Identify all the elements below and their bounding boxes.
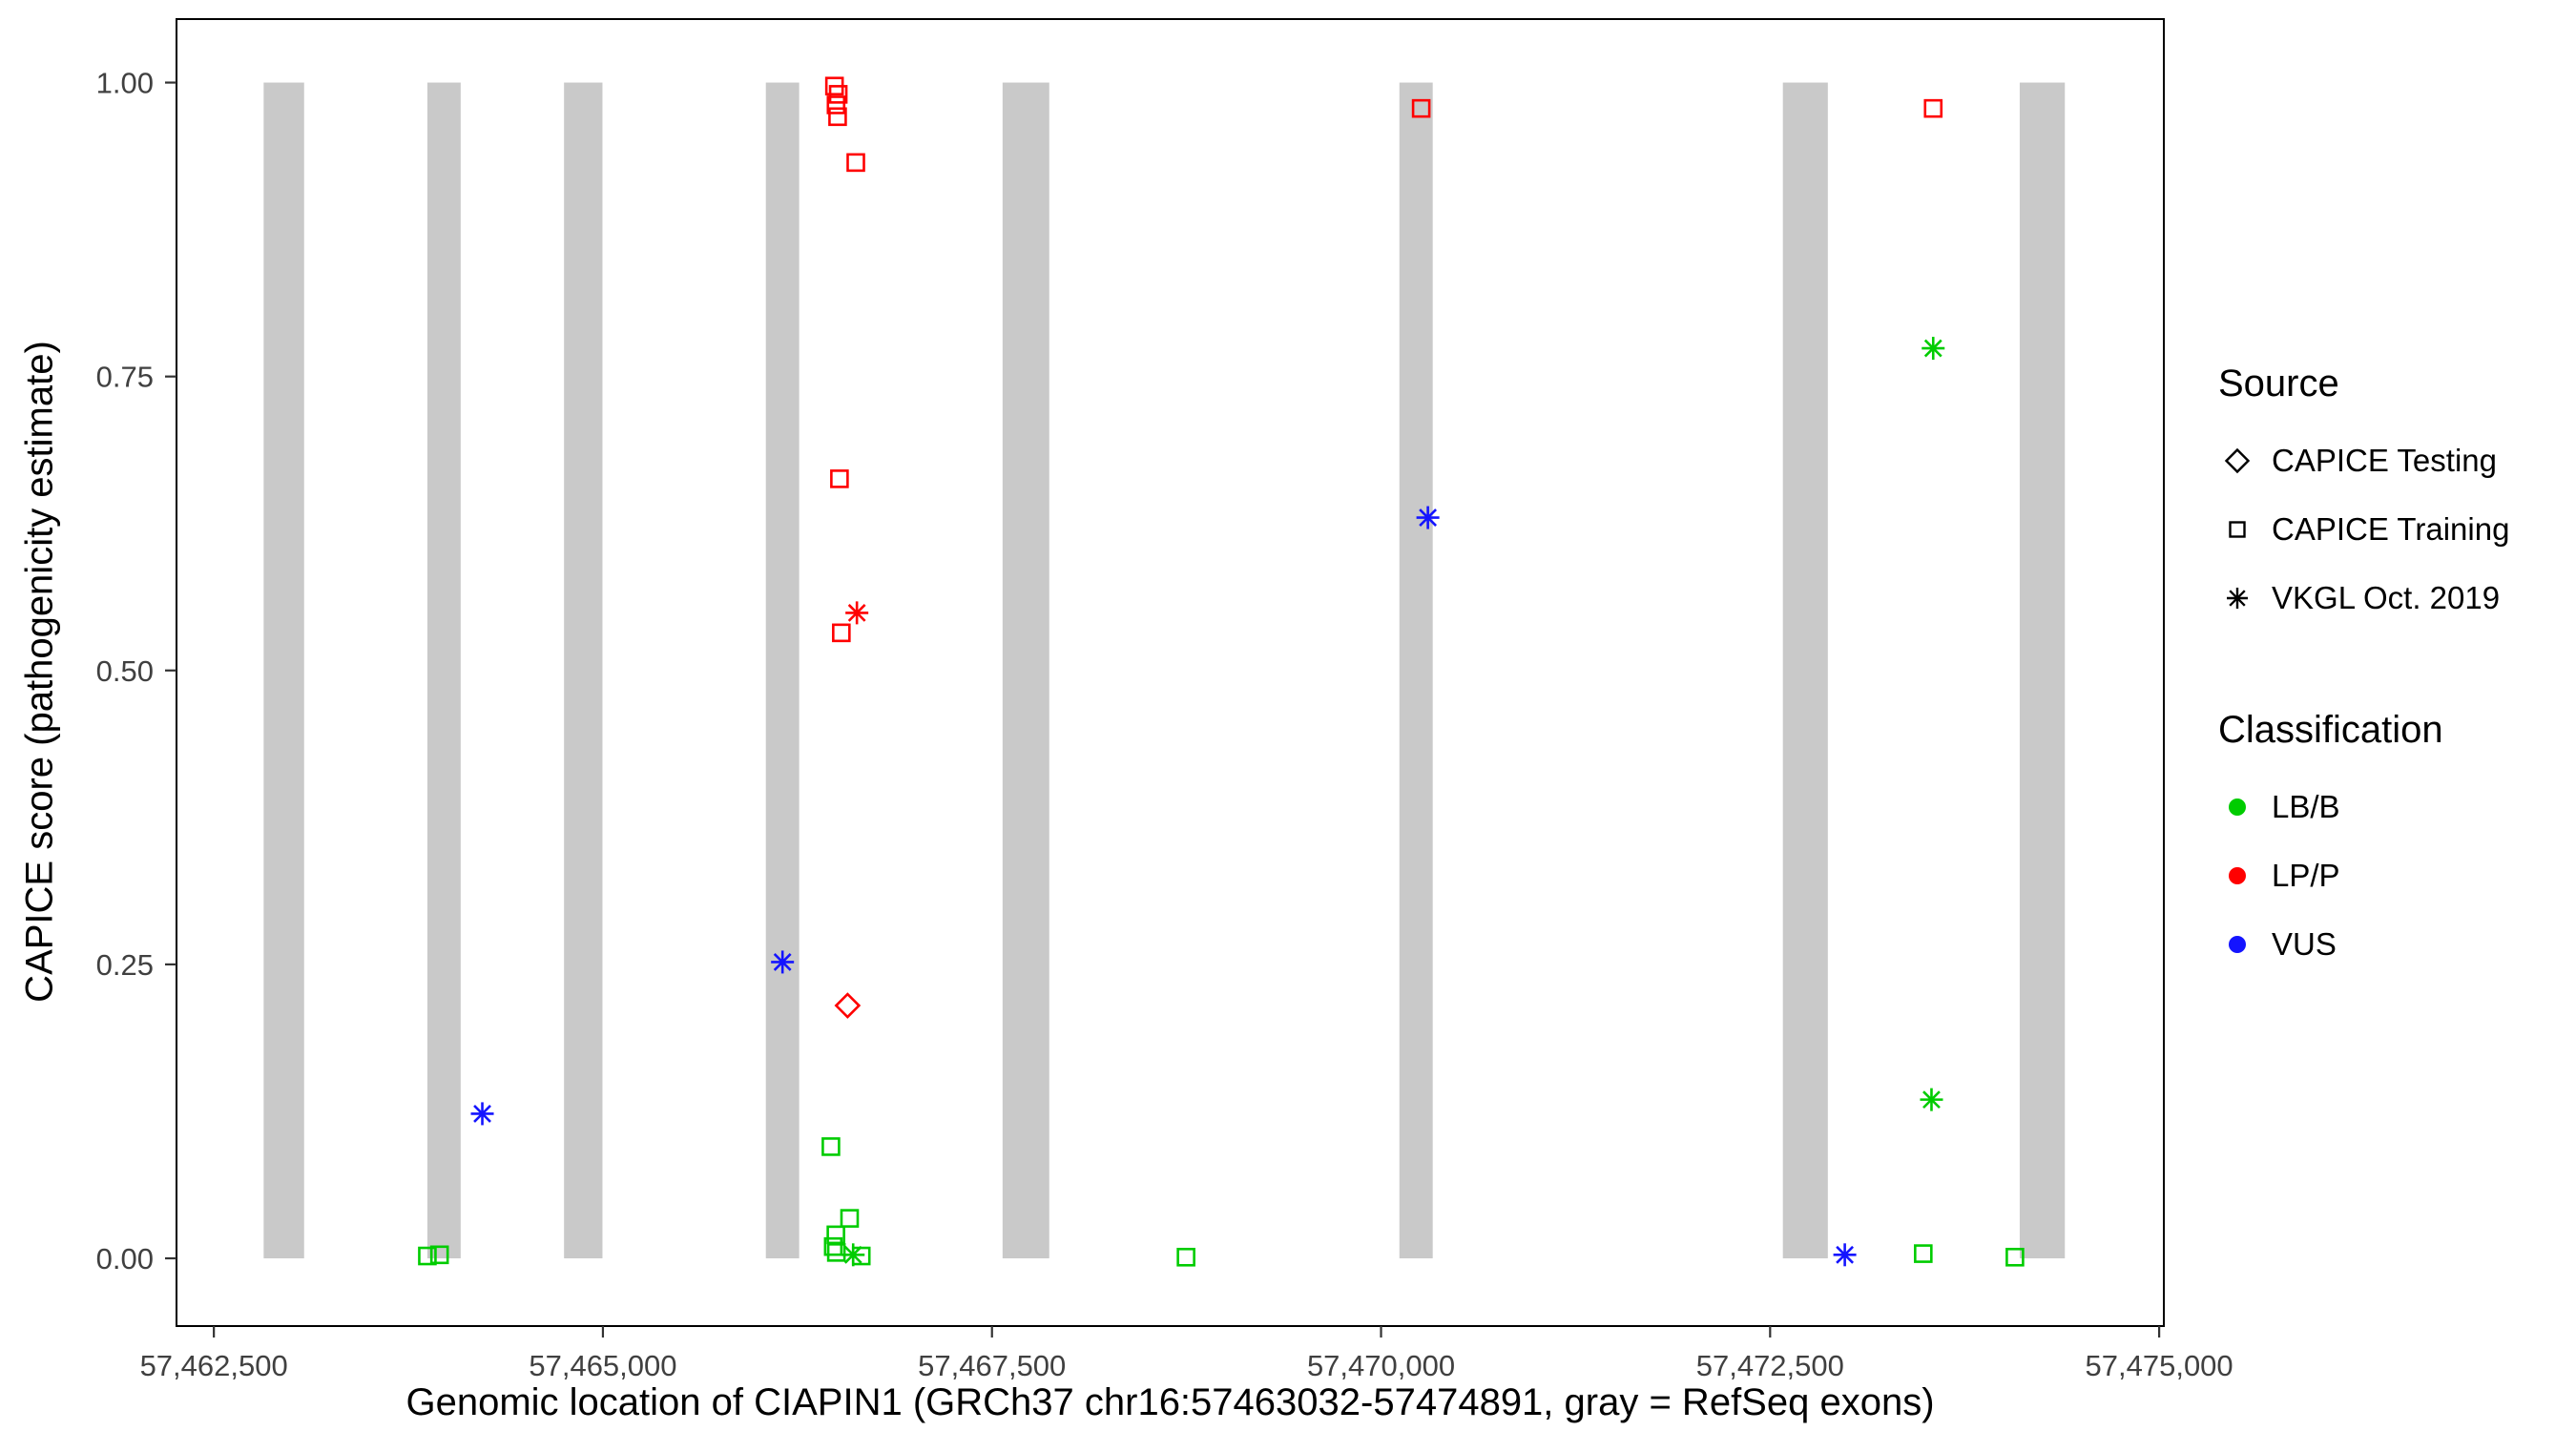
diamond-icon: [2218, 442, 2256, 480]
exon-bar: [263, 82, 304, 1259]
exon-bar: [426, 82, 461, 1259]
x-tick-label: 57,470,000: [1307, 1349, 1455, 1382]
data-point-diamond: [834, 992, 862, 1019]
x-tick-label: 57,465,000: [529, 1349, 676, 1382]
y-tick-label: 0.00: [96, 1242, 154, 1275]
data-point-asterisk: [1920, 1088, 1943, 1111]
data-point-asterisk: [1416, 506, 1440, 529]
y-axis-title: CAPICE score (pathogenicity estimate): [18, 341, 61, 1003]
legend-source-title: Source: [2218, 363, 2339, 404]
data-point-square: [851, 1246, 871, 1266]
panel-border: [176, 18, 2165, 1327]
data-point-asterisk: [845, 601, 869, 625]
data-point-asterisk: [470, 1102, 494, 1126]
legend-label-vus: VUS: [2272, 926, 2337, 962]
exon-bar: [1002, 82, 1049, 1259]
legend-item-vkgl: VKGL Oct. 2019: [2218, 564, 2509, 633]
x-tick-label: 57,472,500: [1696, 1349, 1844, 1382]
panel-background: [177, 19, 2164, 1326]
data-point-square: [826, 1243, 846, 1262]
legend-classification-title: Classification: [2218, 709, 2443, 751]
x-tick-label: 57,475,000: [2086, 1349, 2233, 1382]
data-point-square: [1923, 98, 1943, 118]
data-point-square: [828, 107, 847, 127]
y-tick-label: 1.00: [96, 67, 154, 100]
data-point-square: [840, 1209, 860, 1228]
data-point-square: [1176, 1247, 1195, 1267]
data-point-square: [846, 153, 865, 173]
x-tick-label: 57,462,500: [140, 1349, 288, 1382]
data-point-square: [826, 95, 846, 114]
data-point-square: [826, 1225, 845, 1245]
exon-bar: [2019, 82, 2066, 1259]
legend-item-capice-testing: CAPICE Testing: [2218, 426, 2509, 495]
x-tick-label: 57,467,500: [918, 1349, 1066, 1382]
data-point-square: [2005, 1247, 2025, 1267]
data-point-square: [418, 1246, 437, 1266]
data-point-square: [1914, 1244, 1933, 1263]
asterisk-icon: [2218, 579, 2256, 617]
exon-bar: [1782, 82, 1828, 1259]
y-tick-label: 0.50: [96, 654, 154, 688]
exon-bar: [1399, 82, 1433, 1259]
data-point-asterisk: [771, 950, 795, 974]
legend-item-lbb: LB/B: [2218, 773, 2509, 841]
data-point-square: [823, 1236, 843, 1256]
exon-bar: [564, 82, 603, 1259]
data-point-square: [830, 469, 849, 488]
x-axis-title: Genomic location of CIAPIN1 (GRCh37 chr1…: [405, 1381, 1935, 1423]
legend-label-vkgl: VKGL Oct. 2019: [2272, 580, 2501, 615]
data-point-square: [832, 623, 851, 643]
legend-spacer: [2218, 633, 2509, 709]
legend-item-capice-training: CAPICE Training: [2218, 495, 2509, 564]
vus-dot-icon: [2218, 925, 2256, 964]
data-point-square: [828, 85, 848, 104]
legend-item-vus: VUS: [2218, 910, 2509, 979]
y-tick-label: 0.75: [96, 361, 154, 394]
legend-item-lpp: LP/P: [2218, 841, 2509, 910]
legend-label-capice-testing: CAPICE Testing: [2272, 443, 2497, 478]
data-point-asterisk: [1833, 1243, 1857, 1267]
square-icon: [2218, 510, 2256, 549]
legend-label-capice-training: CAPICE Training: [2272, 511, 2510, 547]
data-point-square: [1411, 98, 1431, 118]
legend: Source CAPICE Testing CAPICE Training VK…: [2218, 363, 2509, 979]
data-point-square: [821, 1137, 841, 1156]
data-point-square: [429, 1245, 449, 1265]
legend-label-lbb: LB/B: [2272, 789, 2340, 824]
y-tick-label: 0.25: [96, 948, 154, 982]
data-point-asterisk: [1922, 337, 1945, 361]
lpp-dot-icon: [2218, 857, 2256, 895]
lbb-dot-icon: [2218, 788, 2256, 826]
exon-bar: [765, 82, 800, 1259]
legend-label-lpp: LP/P: [2272, 858, 2340, 893]
